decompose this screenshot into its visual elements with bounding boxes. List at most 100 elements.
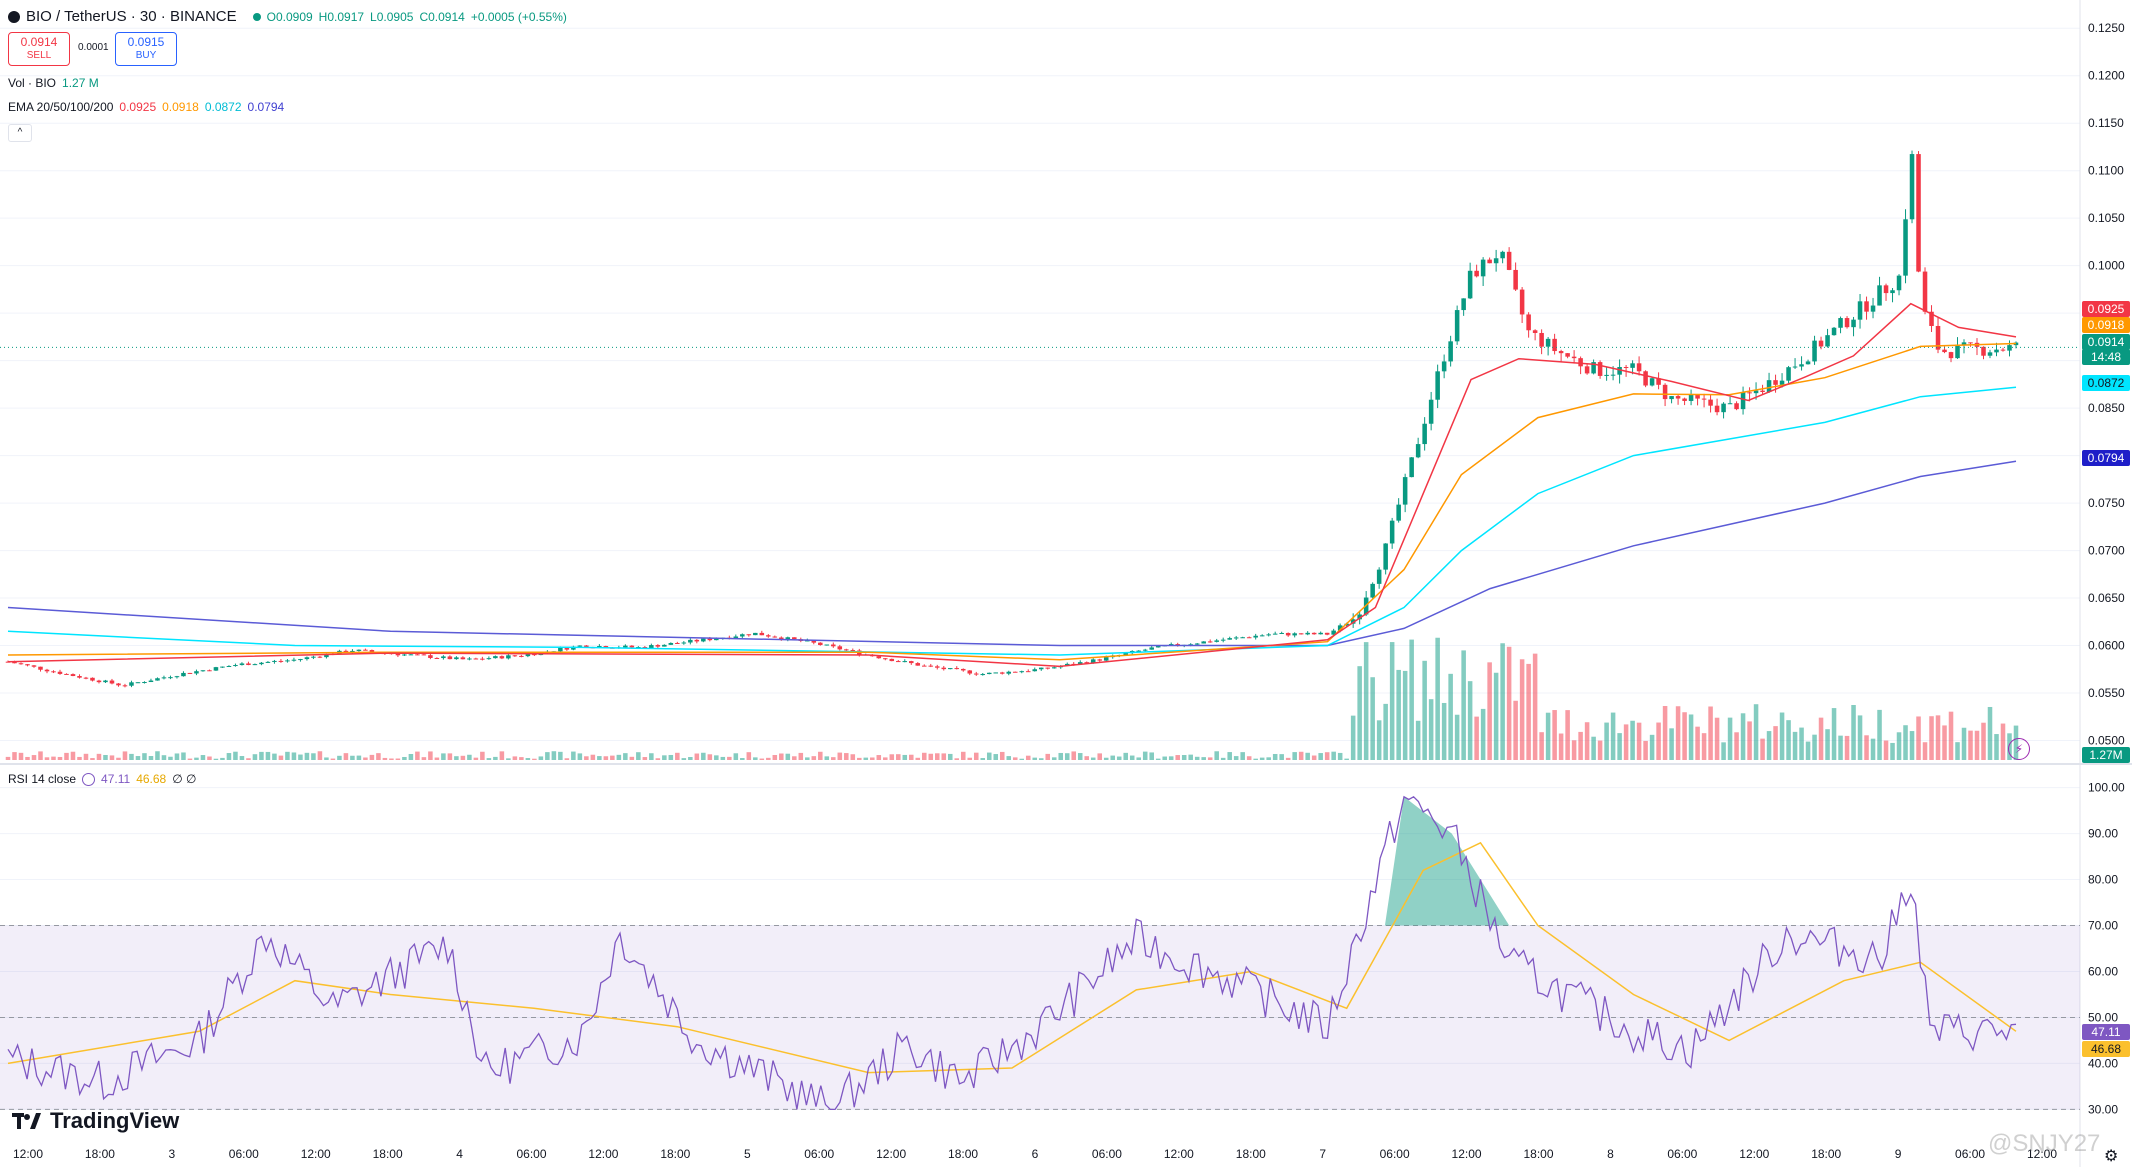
volume-bar [428, 751, 433, 760]
volume-bar [818, 751, 823, 760]
volume-bar [1942, 725, 1947, 760]
volume-bar [1792, 731, 1798, 760]
candle-body [1032, 669, 1038, 672]
candle-body [1467, 270, 1473, 299]
candle-body [1409, 457, 1414, 478]
volume-bar [610, 755, 615, 760]
candle-body [499, 656, 505, 659]
ema-label: EMA 20/50/100/200 [8, 100, 114, 114]
volume-bar [1032, 757, 1038, 760]
volume-bar [70, 751, 76, 760]
candle-body [1253, 635, 1258, 638]
volume-bar [551, 751, 557, 760]
candle-body [935, 666, 940, 668]
symbol-legend: BIO / TetherUS · 30 · BINANCE O0.0909 H0… [8, 8, 567, 25]
volume-bar [779, 753, 784, 760]
volume-bar [1090, 757, 1096, 760]
candle-body [707, 638, 713, 641]
candle-body [1714, 405, 1720, 413]
volume-bar [1578, 731, 1583, 760]
volume-bar [1805, 741, 1811, 760]
volume-bar [1142, 751, 1148, 760]
candle-body [844, 649, 849, 651]
candle-body [5, 661, 11, 663]
candle-body [1597, 362, 1603, 376]
candle-body [1077, 662, 1083, 665]
candle-body [1571, 356, 1577, 359]
volume-bar [1922, 742, 1928, 760]
tradingview-logo[interactable]: TradingView [12, 1108, 179, 1134]
volume-bar [1025, 755, 1031, 760]
volume-bar [155, 751, 160, 760]
ema-legend[interactable]: EMA 20/50/100/200 0.0925 0.0918 0.0872 0… [8, 100, 284, 114]
volume-bar [1058, 752, 1064, 760]
candle-body [1935, 325, 1941, 350]
candle-body [967, 670, 973, 674]
rsi-legend[interactable]: RSI 14 close 47.11 46.68 ∅ ∅ [8, 772, 196, 786]
candle-body [1844, 318, 1850, 328]
lightning-icon[interactable]: ⚡ [2008, 738, 2030, 760]
candle-body [454, 657, 459, 660]
time-axis-labels: 12:00 18:00 3 06:00 12:00 18:00 4 06:00 12:00 18:… [13, 1147, 2057, 1161]
volume-bar [1552, 710, 1557, 760]
rsi-ma-value: 46.68 [136, 772, 167, 786]
candle-body [519, 655, 524, 657]
volume-bar [207, 756, 212, 760]
volume-bar [1662, 705, 1668, 760]
rsi-extra: ∅ ∅ [172, 772, 197, 786]
candle-body [1025, 671, 1031, 673]
ema50-line [7, 342, 2017, 661]
volume-bar [558, 751, 563, 760]
volume-bar [1227, 752, 1232, 760]
collapse-legend-button[interactable]: ^ [8, 124, 32, 142]
candle-body [12, 661, 17, 664]
candle-body [1740, 392, 1746, 410]
volume-bar [285, 751, 290, 760]
volume-bar [1370, 677, 1375, 760]
volume-bar [837, 752, 843, 760]
time-axis-label: 06:00 [1955, 1147, 1985, 1161]
volume-bar [947, 753, 953, 760]
ema20-line [7, 302, 2017, 668]
volume-value: 1.27 M [62, 76, 99, 90]
candle-body [1513, 269, 1518, 290]
volume-bar [460, 755, 466, 760]
rsi-axis-label: 60.00 [2088, 964, 2118, 978]
volume-bar [57, 756, 63, 760]
time-axis-label: 12:00 [1452, 1147, 1482, 1161]
time-axis-label: 12:00 [301, 1147, 331, 1161]
candle-body [675, 642, 680, 644]
candle-body [77, 676, 82, 678]
candle-body [1103, 657, 1109, 661]
candle-body [1766, 380, 1772, 392]
volume-bar [967, 757, 973, 760]
volume-bar [1779, 712, 1785, 760]
candle-body [421, 654, 427, 656]
volume-bar [1857, 715, 1863, 760]
buy-button[interactable]: 0.0915 BUY [115, 32, 177, 66]
rsi-value: 47.11 [101, 772, 131, 786]
gear-icon[interactable]: ⚙ [2104, 1148, 2119, 1165]
volume-bar [44, 757, 50, 760]
volume-bar [434, 757, 440, 760]
volume-bar [77, 756, 82, 760]
volume-bar [1909, 731, 1915, 760]
candle-body [31, 665, 37, 667]
volume-bar [174, 753, 180, 760]
volume-label: Vol · BIO [8, 76, 57, 90]
volume-legend[interactable]: Vol · BIO 1.27 M [8, 76, 99, 90]
volume-bar [233, 751, 238, 760]
time-axis-label: 7 [1319, 1147, 1326, 1161]
candle-body [636, 647, 641, 649]
candle-body [584, 645, 589, 648]
sell-button[interactable]: 0.0914 SELL [8, 32, 70, 66]
candle-body [1194, 643, 1200, 645]
time-axis-label: 5 [744, 1147, 751, 1161]
volume-bar [1168, 756, 1174, 760]
volume-bar [532, 758, 537, 760]
volume-bar [1870, 738, 1876, 760]
volume-bar [1324, 752, 1330, 760]
volume-bar [701, 752, 706, 760]
rsi-settings-icon[interactable] [82, 772, 96, 786]
